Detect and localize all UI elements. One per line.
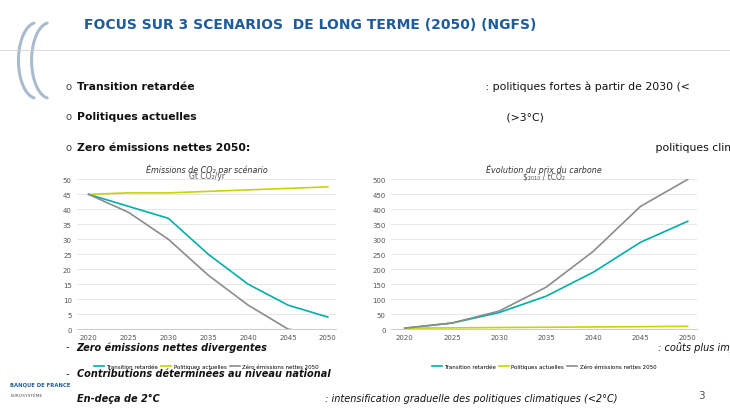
Text: FOCUS SUR 3 SCENARIOS  DE LONG TERME (2050) (NGFS): FOCUS SUR 3 SCENARIOS DE LONG TERME (205… [84,18,537,32]
Text: : intensification graduelle des politiques climatiques (<2°C): : intensification graduelle des politiqu… [322,393,618,403]
Text: -: - [66,342,69,351]
Text: 3: 3 [698,390,704,400]
Text: politiques climatiques exigeantes et innovation (: politiques climatiques exigeantes et inn… [652,142,730,152]
Text: o: o [66,142,72,152]
Text: Transition retardée: Transition retardée [77,82,194,92]
Text: En-deça de 2°C: En-deça de 2°C [77,393,159,404]
Legend: Transition retardée, Politiques actuelles, Zéro émissions nettes 2050: Transition retardée, Politiques actuelle… [429,362,658,371]
Text: Zero émissions nettes 2050:: Zero émissions nettes 2050: [77,142,250,152]
Text: Évolution du prix du carbone: Évolution du prix du carbone [486,164,602,175]
Text: EUROSYSTÈME: EUROSYSTÈME [10,393,42,398]
Text: : politiques fortes à partir de 2030 (<: : politiques fortes à partir de 2030 (< [482,82,690,92]
Text: BANQUE DE FRANCE: BANQUE DE FRANCE [10,381,71,386]
Text: Contributions déterminées au niveau national: Contributions déterminées au niveau nati… [77,368,331,378]
Legend: Transition retardée, Politiques actuelles, Zéro émissions nettes 2050: Transition retardée, Politiques actuelle… [92,362,320,371]
Text: Politiques actuelles: Politiques actuelles [77,112,196,122]
Text: (>3°C): (>3°C) [503,112,544,122]
Text: Émissions de CO₂ par scénario: Émissions de CO₂ par scénario [146,164,267,175]
Text: -: - [66,368,69,378]
Text: Gt CO₂/yr: Gt CO₂/yr [188,172,225,181]
Text: Zero émissions nettes divergentes: Zero émissions nettes divergentes [77,342,267,352]
Text: o: o [66,82,72,92]
Text: : coûts plus important en raison de politiques divergentes (: : coûts plus important en raison de poli… [655,342,730,353]
Text: o: o [66,112,72,122]
Text: $₂₀₁₀ / tCO₂: $₂₀₁₀ / tCO₂ [523,172,565,181]
